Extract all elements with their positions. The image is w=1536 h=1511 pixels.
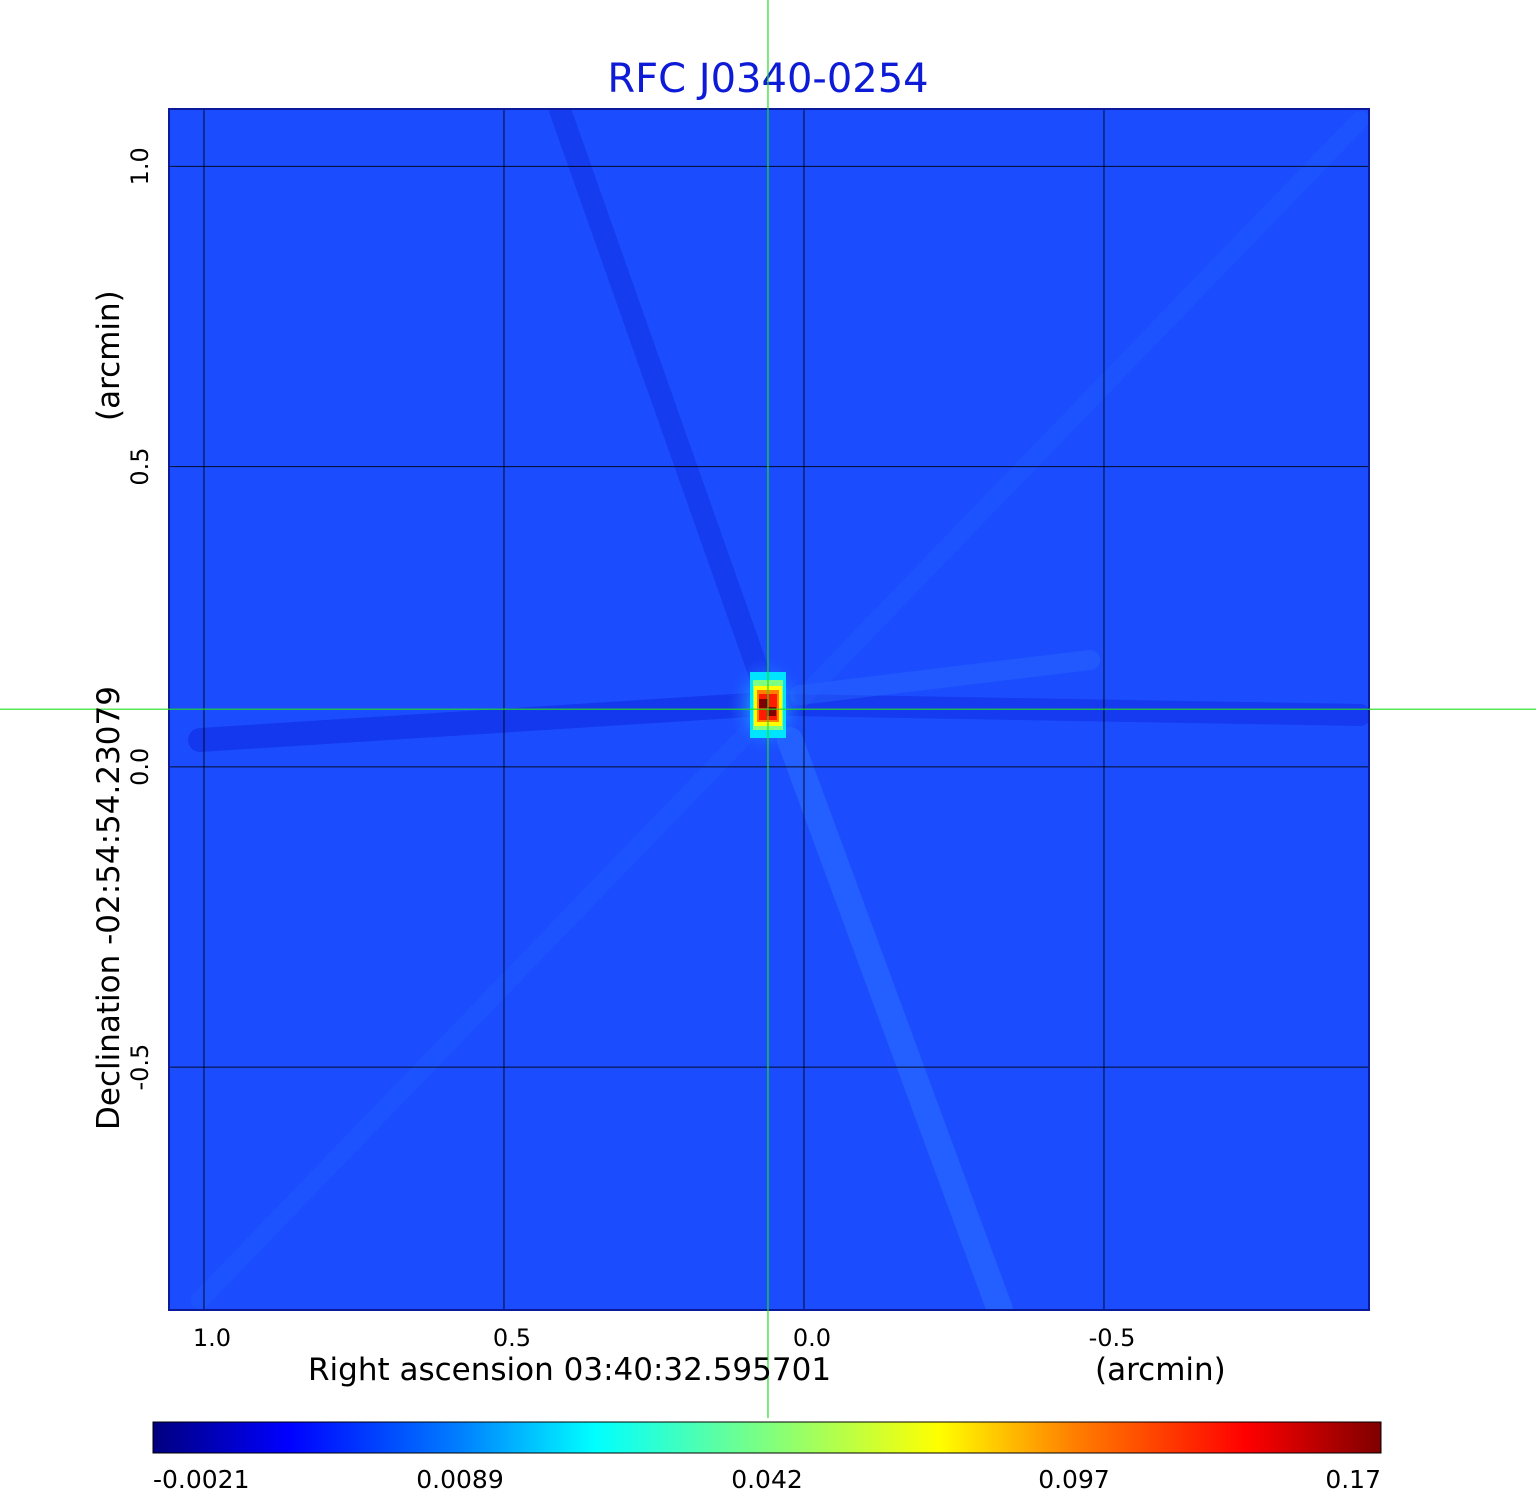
x-tick-label: 0.5	[493, 1324, 531, 1352]
colorbar-tick-labels: -0.0021 0.0089 0.042 0.097 0.17	[153, 1465, 1381, 1494]
y-tick-labels: 1.0 0.5 0.0 -0.5	[126, 147, 154, 1090]
source-pixel-darkred-a	[759, 699, 768, 708]
y-axis-label: Declination -02:54:54.23079	[91, 686, 127, 1130]
faint-streak-diag-b	[791, 111, 1369, 709]
x-tick-label: -0.5	[1089, 1324, 1136, 1352]
faint-streak-diag-a	[191, 711, 769, 1309]
colorbar-tick-label: 0.042	[731, 1465, 803, 1494]
y-tick-label: 1.0	[126, 147, 154, 185]
colorbar-gradient	[152, 1421, 1382, 1454]
x-axis-unit: (arcmin)	[1095, 1352, 1226, 1388]
dark-streak-right	[779, 694, 1369, 726]
colorbar: -0.0021 0.0089 0.042 0.097 0.17	[152, 1421, 1382, 1494]
y-tick-label: -0.5	[126, 1044, 154, 1091]
dark-streak-left	[188, 693, 762, 752]
compact-source	[727, 656, 807, 756]
colorbar-tick-label: 0.097	[1038, 1465, 1110, 1494]
y-tick-label: 0.5	[126, 448, 154, 486]
light-streak-right-upper	[790, 650, 1100, 705]
y-axis-unit: (arcmin)	[91, 290, 127, 421]
light-streak-lower	[777, 727, 1013, 1310]
colorbar-tick-label: 0.0089	[416, 1465, 503, 1494]
x-tick-label: 1.0	[193, 1324, 231, 1352]
x-tick-label: 0.0	[793, 1324, 831, 1352]
source-pixel-darkred-b	[767, 707, 776, 716]
y-tick-label: 0.0	[126, 748, 154, 786]
x-axis-label: Right ascension 03:40:32.595701	[308, 1352, 831, 1388]
dark-streak-upper	[549, 109, 776, 701]
x-tick-labels: 1.0 0.5 0.0 -0.5	[193, 1324, 1136, 1352]
colorbar-tick-label: 0.17	[1325, 1465, 1381, 1494]
sidelobe-streaks	[188, 109, 1369, 1310]
colorbar-tick-label: -0.0021	[153, 1465, 250, 1494]
crosshair	[0, 0, 1536, 1418]
